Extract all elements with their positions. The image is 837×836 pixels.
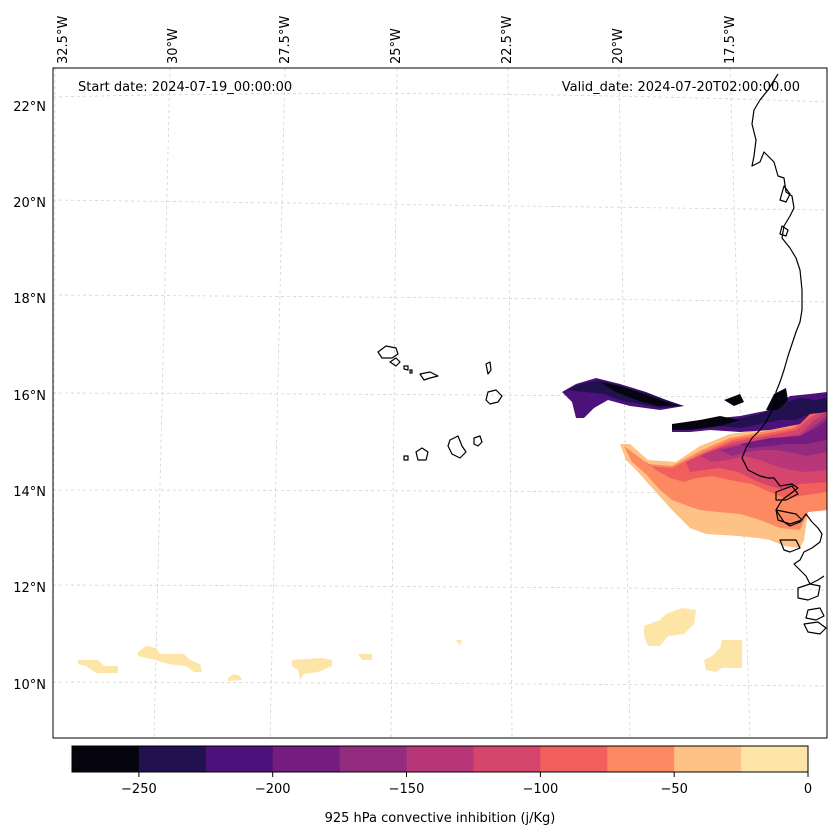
colorbar-tick-label: −50 bbox=[660, 782, 687, 797]
colorbar-swatch bbox=[72, 746, 140, 772]
coastlines bbox=[377, 73, 827, 635]
colorbar-frame bbox=[71, 745, 809, 773]
colorbar-swatch bbox=[473, 746, 541, 772]
colorbar-tick-label: −200 bbox=[255, 782, 291, 797]
colorbar-tick-label: −250 bbox=[121, 782, 157, 797]
colorbar-swatch bbox=[540, 746, 608, 772]
colorbar-label: 925 hPa convective inhibition (j/Kg) bbox=[325, 811, 556, 826]
lat-label: 14°N bbox=[13, 485, 46, 500]
valid-date-label: Valid_date: 2024-07-20T02:00:00.00 bbox=[562, 80, 800, 95]
colorbar-tick-label: −100 bbox=[523, 782, 559, 797]
start-date-label: Start date: 2024-07-19_00:00:00 bbox=[78, 80, 292, 95]
lat-label: 12°N bbox=[13, 581, 46, 596]
lon-label: 20°W bbox=[611, 28, 626, 64]
lon-label: 17.5°W bbox=[723, 16, 738, 64]
lon-label: 30°W bbox=[166, 28, 181, 64]
lat-label: 10°N bbox=[13, 678, 46, 693]
colorbar-swatch bbox=[741, 746, 809, 772]
lat-label: 22°N bbox=[13, 100, 46, 115]
lat-label: 18°N bbox=[13, 292, 46, 307]
cin-filled-contours bbox=[78, 378, 827, 681]
lat-label: 16°N bbox=[13, 389, 46, 404]
colorbar-tick-label: 0 bbox=[804, 782, 812, 797]
colorbar-swatch bbox=[138, 746, 207, 772]
latitude-labels: 22°N 20°N 18°N 16°N 14°N 12°N 10°N bbox=[13, 100, 46, 693]
colorbar: −250 −200 −150 −100 −50 0 925 hPa convec… bbox=[71, 745, 812, 826]
colorbar-swatches bbox=[72, 746, 809, 772]
colorbar-swatch bbox=[674, 746, 742, 772]
colorbar-ticks bbox=[138, 772, 809, 777]
colorbar-swatch bbox=[339, 746, 408, 772]
lon-label: 22.5°W bbox=[500, 16, 515, 64]
longitude-labels: 32.5°W 30°W 27.5°W 25°W 22.5°W 20°W 17.5… bbox=[56, 16, 738, 64]
graticule bbox=[52, 67, 828, 739]
colorbar-swatch bbox=[205, 746, 274, 772]
lon-label: 32.5°W bbox=[56, 16, 71, 64]
colorbar-swatch bbox=[272, 746, 341, 772]
map-frame bbox=[52, 67, 828, 739]
lon-label: 27.5°W bbox=[278, 16, 293, 64]
colorbar-swatch bbox=[406, 746, 474, 772]
colorbar-tick-label: −150 bbox=[389, 782, 425, 797]
lon-label: 25°W bbox=[389, 28, 404, 64]
colorbar-swatch bbox=[607, 746, 675, 772]
lat-label: 20°N bbox=[13, 196, 46, 211]
